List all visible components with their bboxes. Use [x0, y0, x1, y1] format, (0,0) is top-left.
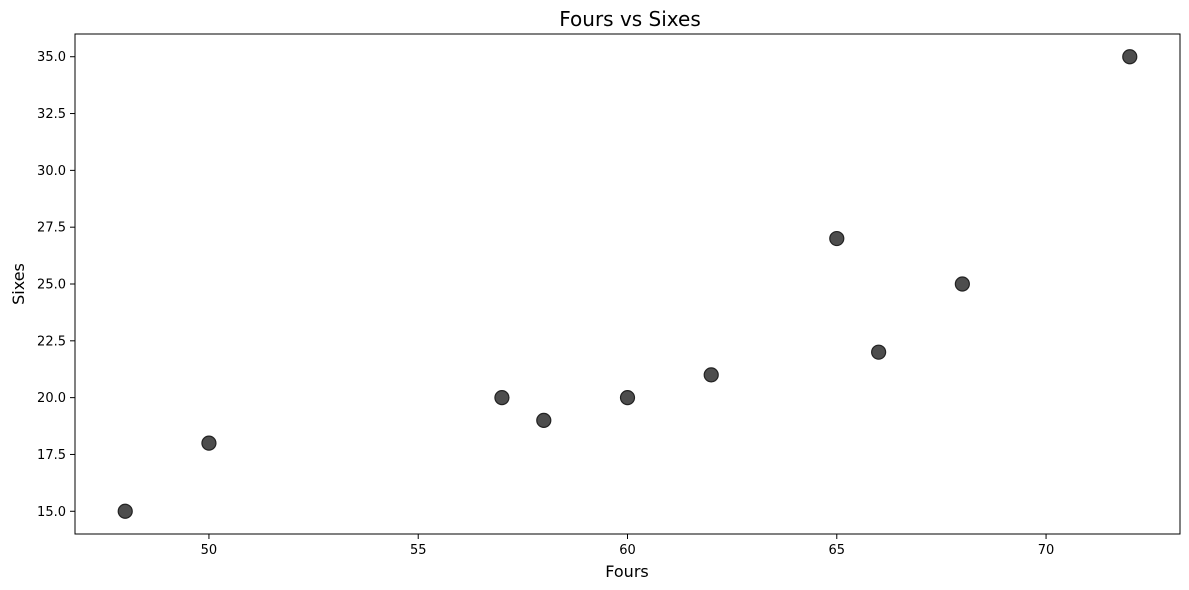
x-tick-label: 70 [1038, 543, 1055, 558]
y-tick-label: 15.0 [37, 505, 66, 520]
y-axis-label: Sixes [9, 263, 28, 305]
scatter-point [1122, 49, 1138, 65]
y-axis: 15.0 17.5 20.0 22.5 25.0 27.5 30.0 32.5 35.0 [37, 50, 75, 520]
plot-area [74, 33, 1181, 535]
x-tick-label: 55 [410, 543, 427, 558]
y-tick-label: 22.5 [37, 334, 66, 349]
scatter-point [703, 367, 719, 383]
scatter-point [619, 390, 636, 406]
x-tick-label: 65 [829, 543, 846, 558]
x-tick-label: 60 [619, 543, 636, 558]
y-tick-label: 35.0 [37, 50, 66, 65]
y-tick-label: 17.5 [37, 448, 66, 463]
y-tick-label: 20.0 [37, 391, 66, 406]
x-tick-label: 50 [201, 543, 218, 558]
scatter-point [871, 344, 887, 360]
scatter-point [117, 503, 133, 519]
scatter-point [201, 435, 217, 451]
scatter-point [829, 230, 845, 247]
y-tick-label: 30.0 [37, 164, 66, 179]
x-axis-label: Fours [605, 562, 648, 581]
data-points [117, 49, 1138, 519]
scatter-point [536, 412, 552, 428]
y-tick-label: 32.5 [37, 107, 66, 122]
scatter-point [954, 276, 970, 292]
y-tick-label: 27.5 [37, 221, 66, 236]
chart-title: Fours vs Sixes [559, 7, 701, 31]
x-axis: 50 55 60 65 70 [201, 534, 1055, 558]
y-tick-label: 25.0 [37, 278, 66, 293]
scatter-point [494, 390, 510, 406]
